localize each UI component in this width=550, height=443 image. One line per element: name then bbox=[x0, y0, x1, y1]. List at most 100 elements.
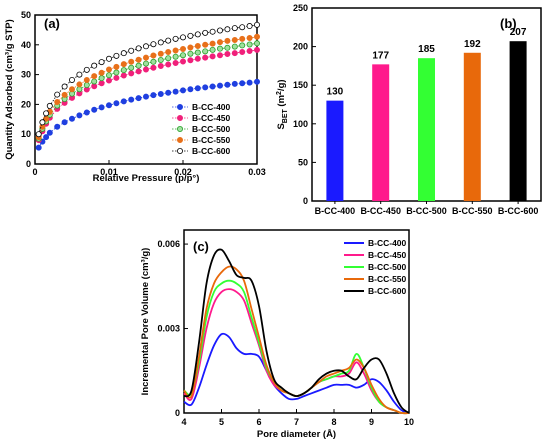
data-point bbox=[246, 23, 253, 30]
data-point bbox=[239, 80, 246, 87]
data-point bbox=[91, 106, 98, 113]
data-point bbox=[224, 51, 231, 58]
legend-marker bbox=[176, 147, 183, 154]
data-point bbox=[231, 80, 238, 87]
data-point bbox=[91, 62, 98, 69]
data-point bbox=[216, 39, 223, 46]
data-point bbox=[35, 131, 42, 138]
data-point bbox=[202, 84, 209, 91]
bar-value-label: 192 bbox=[464, 39, 481, 50]
data-point bbox=[128, 47, 135, 54]
data-point bbox=[142, 93, 149, 100]
bar-value-label: 130 bbox=[327, 87, 344, 98]
legend-label: B-CC-550 bbox=[192, 135, 231, 145]
data-point bbox=[239, 48, 246, 55]
data-point bbox=[120, 72, 127, 79]
legend-marker bbox=[176, 136, 183, 143]
bar-value-label: 177 bbox=[372, 50, 389, 61]
data-point bbox=[172, 35, 179, 42]
data-point bbox=[113, 63, 120, 70]
data-point bbox=[253, 33, 260, 40]
data-point bbox=[61, 91, 68, 98]
y-axis-label: Quantity Adsorbed (cm³/g STP) bbox=[4, 19, 15, 160]
y-axis-label-sup: 2 bbox=[276, 91, 283, 95]
x-tick-label: 9 bbox=[369, 417, 374, 427]
data-point bbox=[54, 123, 61, 130]
y-tick-label: 100 bbox=[293, 119, 308, 129]
data-point bbox=[76, 71, 83, 78]
data-point bbox=[135, 95, 142, 102]
y-axis-label: SBET (m2/g) bbox=[276, 79, 289, 129]
legend-label: B-CC-600 bbox=[192, 146, 231, 156]
data-point bbox=[239, 35, 246, 42]
data-point bbox=[128, 70, 135, 77]
data-point bbox=[165, 61, 172, 68]
y-axis-label-unit: (m bbox=[276, 95, 287, 109]
x-tick-label: B-CC-500 bbox=[406, 206, 447, 216]
data-point bbox=[61, 83, 68, 90]
data-point bbox=[224, 81, 231, 88]
data-point bbox=[187, 50, 194, 57]
panel-label-c: (c) bbox=[193, 239, 209, 254]
panel-label-b: (b) bbox=[500, 16, 517, 31]
x-tick-label: 0.01 bbox=[100, 167, 118, 177]
data-point bbox=[46, 102, 53, 109]
data-point bbox=[209, 53, 216, 60]
data-point bbox=[91, 73, 98, 80]
y-tick-label: 0 bbox=[26, 159, 31, 169]
data-point bbox=[253, 40, 260, 47]
data-point bbox=[194, 31, 201, 38]
data-point bbox=[120, 67, 127, 74]
data-point bbox=[120, 50, 127, 57]
data-point bbox=[202, 54, 209, 61]
y-tick-label: 150 bbox=[293, 80, 308, 90]
data-point bbox=[98, 80, 105, 87]
data-point bbox=[157, 39, 164, 46]
y-tick-label: 40 bbox=[21, 40, 31, 50]
data-point bbox=[224, 26, 231, 33]
data-point bbox=[224, 37, 231, 44]
data-point bbox=[165, 55, 172, 62]
data-point bbox=[179, 58, 186, 65]
panel-c-pore-size-distribution-chart: 4 5 6 7 8 9 10 0 0.003 0.006 Pore diameter (Å) Incr… bbox=[140, 229, 414, 440]
data-point bbox=[83, 82, 90, 89]
panel-label-a: (a) bbox=[44, 16, 60, 31]
y-tick-label: 50 bbox=[21, 10, 31, 20]
x-axis-label: Relative Pressure (p/p°) bbox=[93, 173, 200, 184]
legend-label: B-CC-550 bbox=[368, 274, 407, 284]
data-point bbox=[246, 41, 253, 48]
data-point bbox=[172, 88, 179, 95]
x-tick-label: 5 bbox=[219, 417, 224, 427]
data-point bbox=[142, 66, 149, 73]
x-tick-label: 0 bbox=[32, 167, 37, 177]
data-point bbox=[98, 104, 105, 111]
data-point bbox=[46, 129, 53, 136]
data-point bbox=[157, 56, 164, 63]
data-point bbox=[135, 68, 142, 75]
bar-b-cc-550 bbox=[463, 52, 481, 201]
data-point bbox=[106, 72, 113, 79]
data-point bbox=[179, 87, 186, 94]
data-point bbox=[216, 52, 223, 59]
data-point bbox=[157, 50, 164, 57]
data-point bbox=[187, 44, 194, 51]
data-point bbox=[43, 134, 50, 141]
legend-marker bbox=[176, 104, 183, 111]
data-point bbox=[91, 78, 98, 85]
x-tick-label: B-CC-400 bbox=[315, 206, 356, 216]
data-point bbox=[187, 57, 194, 64]
data-point bbox=[157, 90, 164, 97]
data-point bbox=[106, 66, 113, 73]
data-point bbox=[172, 47, 179, 54]
data-point bbox=[150, 41, 157, 48]
legend-label: B-CC-450 bbox=[368, 250, 407, 260]
data-point bbox=[239, 42, 246, 49]
x-axis-label: Pore diameter (Å) bbox=[257, 429, 336, 440]
y-axis-label-main: S bbox=[276, 123, 287, 129]
data-point bbox=[150, 52, 157, 59]
data-point bbox=[194, 55, 201, 62]
data-point bbox=[194, 42, 201, 49]
panel-a-isotherm-chart: 0 0.01 0.02 0.03 0 10 20 30 40 50 Relative Pressur… bbox=[4, 10, 266, 184]
data-point bbox=[172, 53, 179, 60]
data-point bbox=[187, 32, 194, 39]
